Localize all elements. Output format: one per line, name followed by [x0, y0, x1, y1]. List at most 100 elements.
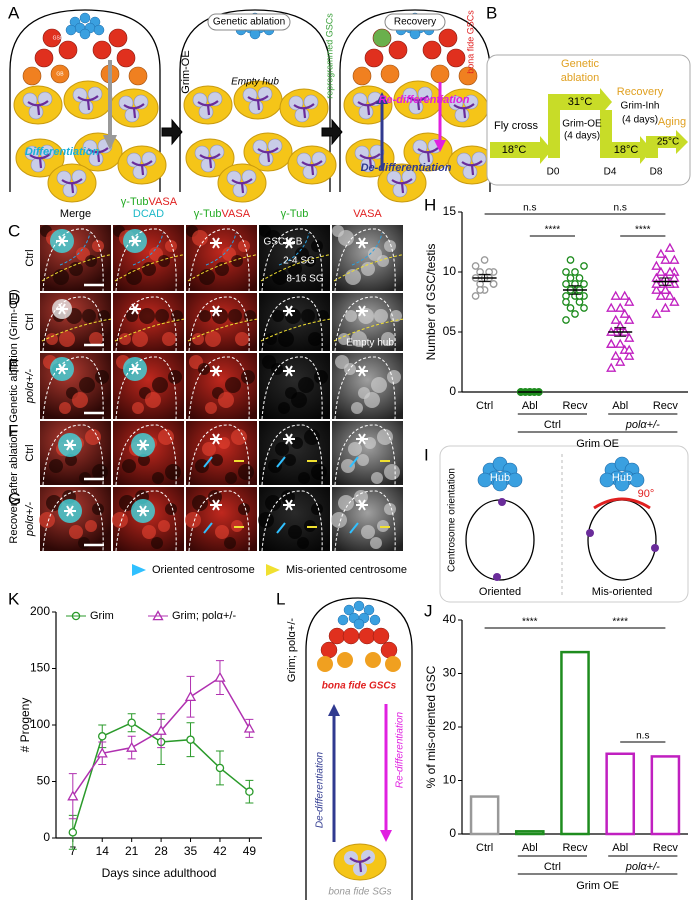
cell	[331, 512, 347, 528]
data-point	[566, 256, 575, 264]
fusome	[87, 147, 109, 163]
oriented-centrosome	[203, 522, 213, 534]
fusome	[27, 100, 49, 116]
hub-cell	[79, 28, 91, 40]
zone-outline	[351, 232, 383, 266]
germ-nucleus	[242, 87, 258, 103]
tissue-outline	[261, 490, 323, 552]
cell	[377, 429, 393, 445]
germ-nucleus	[417, 86, 433, 102]
cell	[258, 512, 274, 528]
cell	[301, 309, 315, 323]
zone-outline	[333, 318, 404, 342]
cell	[231, 255, 243, 267]
y-tick-label: 15	[443, 204, 457, 218]
data-point	[571, 310, 579, 318]
cell	[371, 472, 383, 484]
gonialblast	[458, 66, 478, 86]
cell	[199, 310, 211, 322]
x-tick-label: Recv	[562, 842, 588, 854]
significance-label: ****	[545, 225, 561, 236]
hub-cell	[93, 24, 105, 36]
fusome	[231, 178, 253, 194]
zone-label: 2-4 SG	[283, 256, 315, 267]
timeline-arrow	[490, 136, 552, 164]
cell	[297, 537, 309, 549]
error-bar	[614, 327, 627, 337]
cell	[165, 240, 177, 252]
hub-asterisk	[356, 305, 368, 317]
cell	[278, 402, 290, 414]
hub-asterisk	[283, 499, 295, 511]
label: Genetic ablation	[213, 17, 285, 28]
cell	[304, 255, 316, 267]
germ-nucleus	[226, 170, 242, 186]
cell	[119, 333, 131, 345]
error-bar	[569, 285, 581, 295]
label: Grim-OE	[180, 50, 192, 93]
error-bar	[478, 273, 491, 283]
label-box	[207, 13, 291, 31]
data-point	[660, 302, 671, 312]
label: Re-differentiation	[379, 94, 470, 106]
data-point	[155, 724, 167, 735]
cell	[155, 309, 169, 323]
germ-nucleus	[62, 182, 78, 198]
timeline-arrow	[548, 88, 612, 158]
oriented-centrosome	[349, 522, 359, 534]
cell	[92, 240, 104, 252]
hub-cell	[369, 614, 381, 626]
group-label: polα+/-	[625, 419, 660, 431]
zone-outline	[114, 254, 185, 282]
fusome	[77, 95, 99, 111]
data-point	[606, 362, 617, 372]
group-label: Grim OE	[576, 880, 619, 892]
gsc	[116, 48, 136, 68]
y-axis-label: % of mis-oriented GSC	[424, 665, 438, 788]
zone-label: 8-16 SG	[286, 274, 323, 285]
tissue-outline	[334, 296, 396, 352]
significance-label: n.s	[614, 203, 627, 214]
cell	[238, 464, 254, 480]
cell	[158, 255, 170, 267]
fusome	[407, 95, 429, 111]
cell	[231, 429, 247, 445]
data-point	[127, 718, 136, 727]
zone-outline	[114, 318, 185, 342]
germ-nucleus	[252, 139, 268, 155]
data-point	[655, 266, 667, 276]
data-point	[68, 828, 78, 837]
data-point	[669, 254, 680, 264]
cell	[345, 310, 357, 322]
fusome	[417, 147, 439, 163]
fusome	[199, 153, 221, 169]
cell	[69, 525, 83, 539]
cell	[162, 332, 176, 346]
data-point	[126, 741, 138, 752]
y-tick-label: 100	[30, 717, 50, 731]
tissue-outline	[115, 296, 177, 352]
tissue-outline	[42, 296, 104, 352]
label: D4	[604, 167, 617, 178]
arrowhead	[328, 704, 340, 716]
gsc	[380, 641, 398, 659]
data-point	[489, 280, 498, 288]
label: reprogrammed GSCs	[324, 13, 334, 99]
tissue-outline	[115, 228, 177, 292]
cell	[225, 472, 237, 484]
germ-nucleus	[118, 95, 134, 111]
hub-asterisk	[64, 439, 76, 451]
label: (4 days)	[622, 115, 658, 126]
cell	[65, 454, 77, 466]
x-tick-label: 14	[96, 844, 110, 858]
tissue-outline	[261, 228, 323, 292]
column-header: VASA	[222, 208, 251, 220]
y-tick-label: 30	[443, 666, 457, 680]
timeline-arrow	[646, 130, 688, 158]
cell	[85, 255, 97, 267]
cell	[284, 454, 296, 466]
x-axis-label: Days since adulthood	[102, 866, 217, 880]
germ-nucleus	[37, 91, 53, 107]
data-point	[660, 284, 671, 294]
